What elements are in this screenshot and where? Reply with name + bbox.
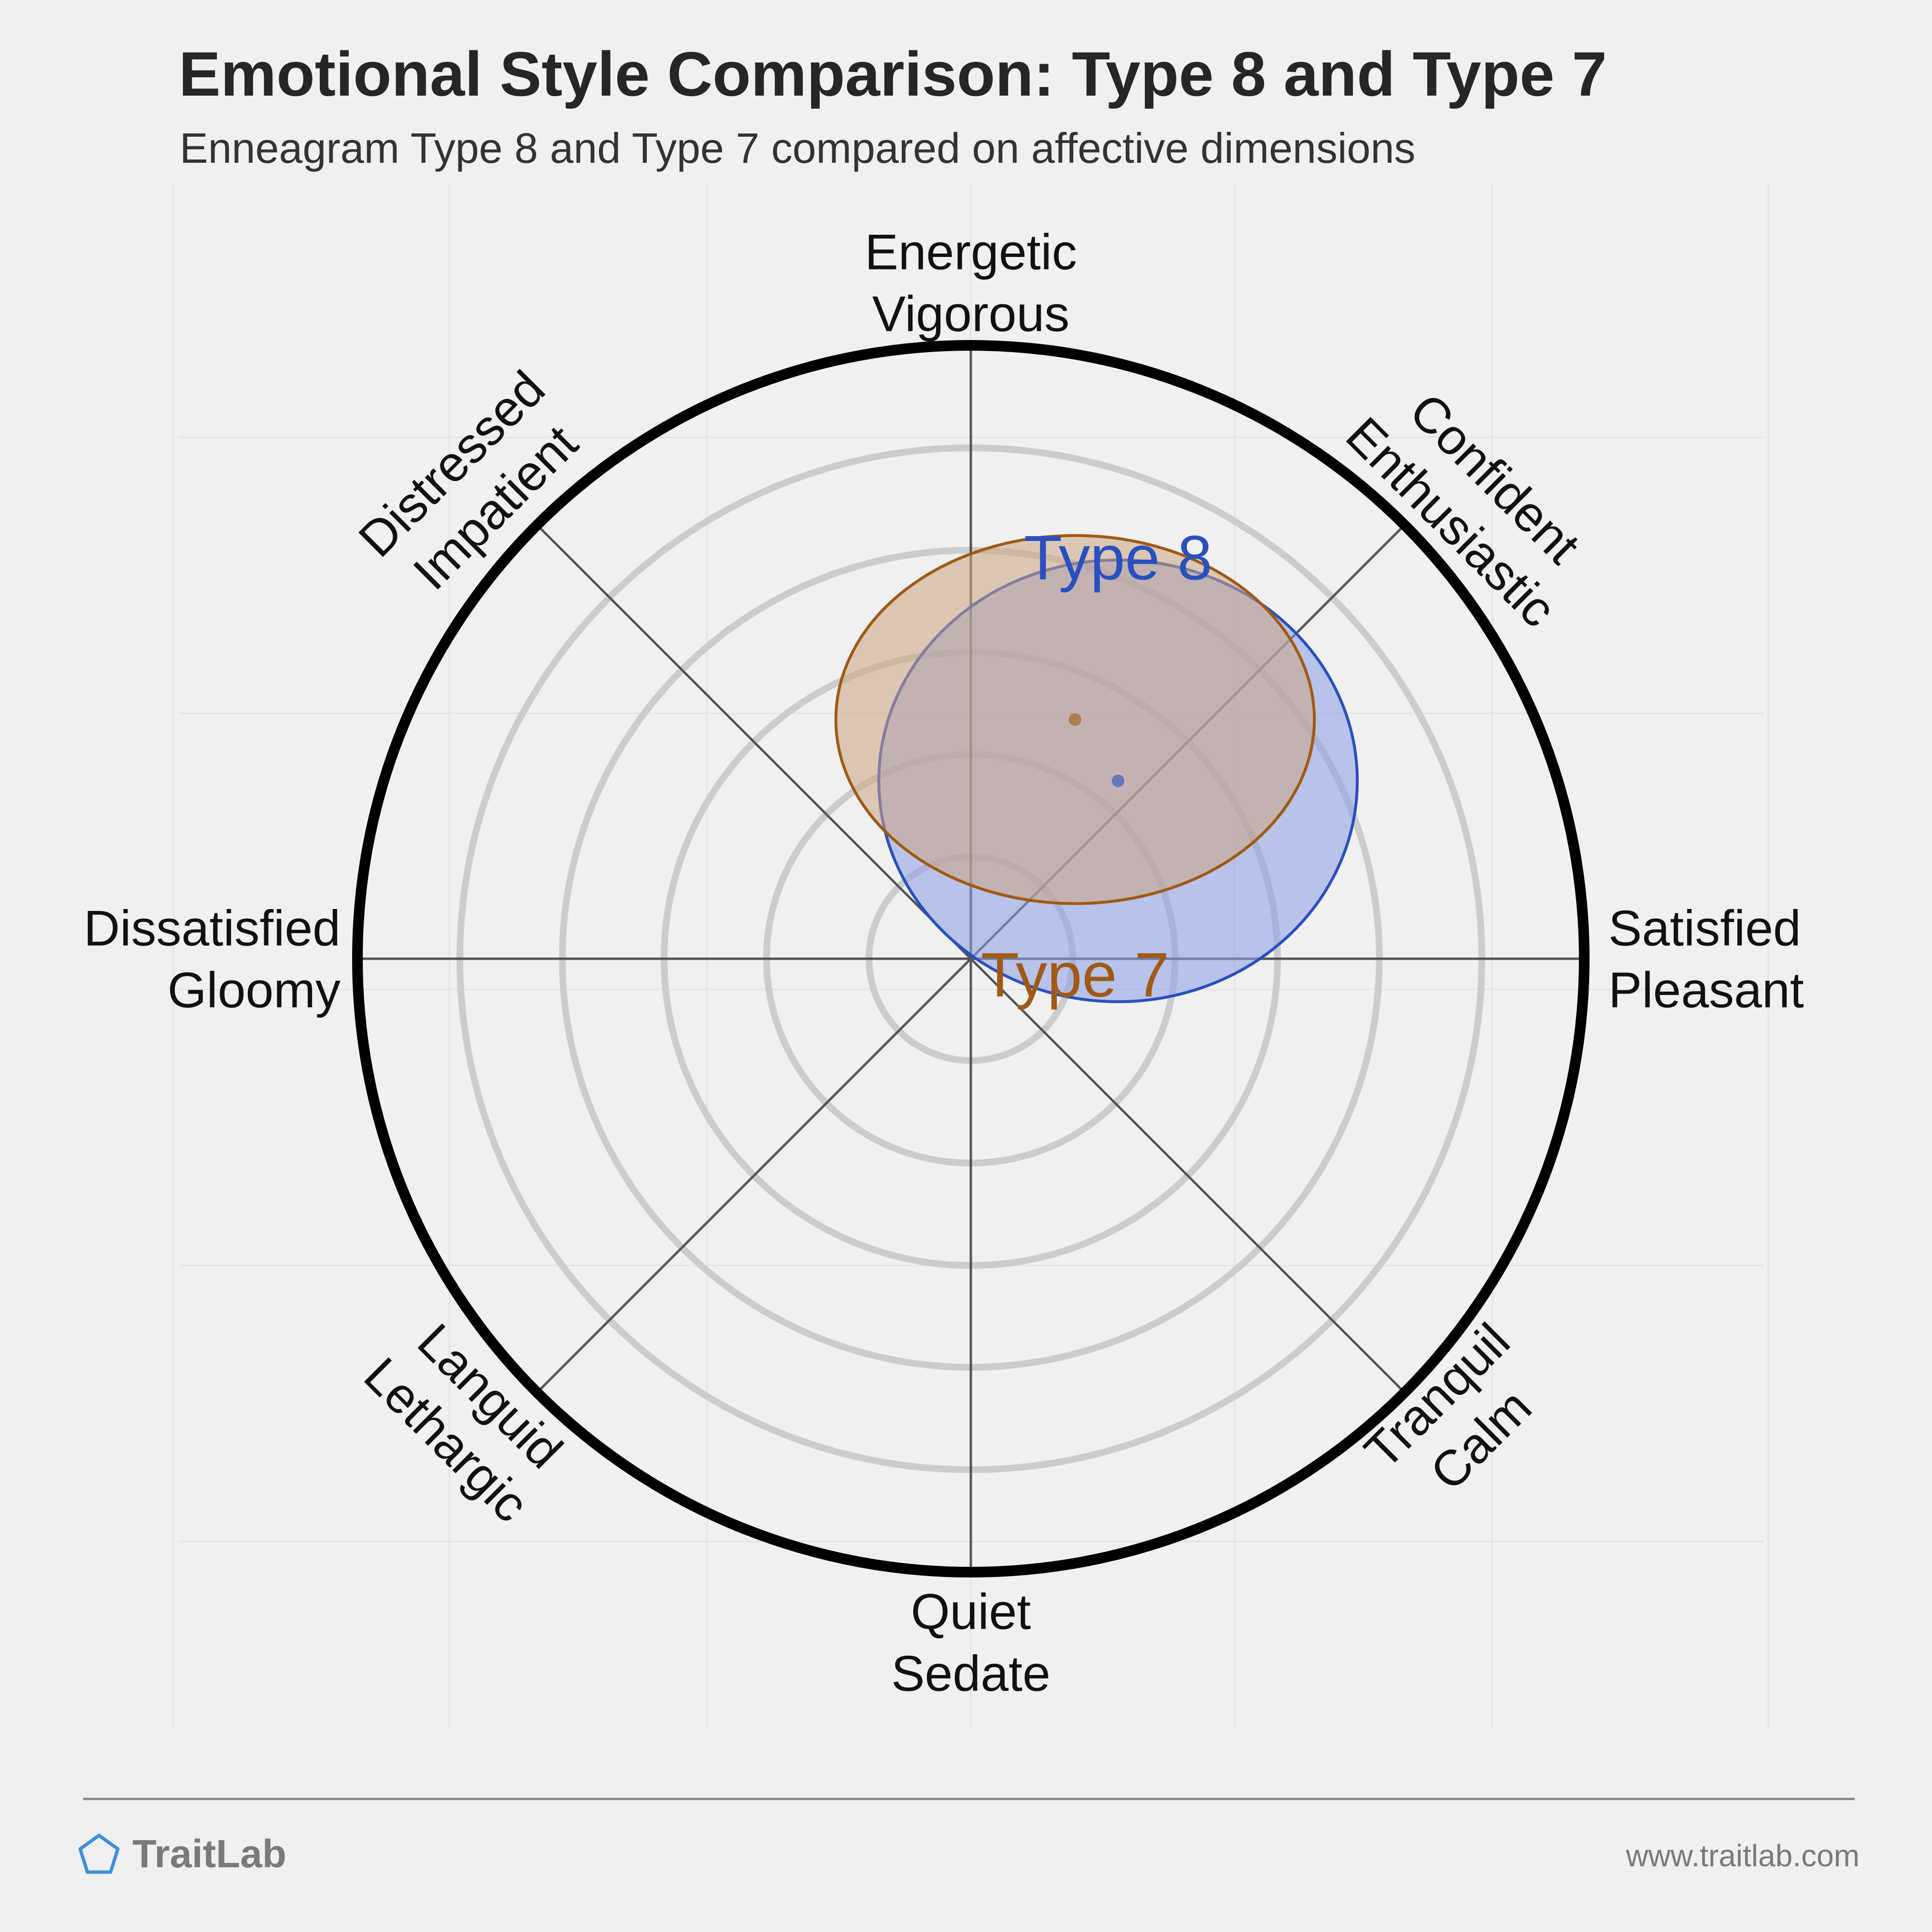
outer-ring	[352, 340, 1590, 1577]
brand-name: TraitLab	[132, 1832, 286, 1876]
pentagon-icon	[78, 1833, 120, 1874]
axis-label-bottom-line-1: Quiet	[911, 1584, 1031, 1640]
axis-label-top-line-1: Energetic	[865, 224, 1077, 280]
spoke-3	[536, 524, 1406, 1393]
axis-label-bottom-line-2: Sedate	[891, 1646, 1051, 1702]
chart-subtitle: Enneagram Type 8 and Type 7 compared on …	[180, 124, 1416, 172]
axis-label-bottom: Quiet Sedate	[891, 1584, 1051, 1702]
axis-label-right-line-1: Satisfied	[1608, 900, 1801, 956]
footer-divider	[83, 1798, 1855, 1800]
axis-label-left: Dissatisfied Gloomy	[84, 900, 341, 1018]
brand-logo: TraitLab	[77, 1832, 286, 1877]
chart-title: Emotional Style Comparison: Type 8 and T…	[179, 39, 1607, 109]
type-8-label: Type 8	[1024, 523, 1212, 593]
axis-label-right-line-2: Pleasant	[1608, 962, 1804, 1018]
axis-label-right: Satisfied Pleasant	[1608, 900, 1804, 1018]
type-7-label: Type 7	[981, 939, 1169, 1010]
type-8-center-point	[1111, 774, 1124, 787]
axis-label-top: Energetic Vigorous	[865, 224, 1077, 342]
type-7-center-point	[1068, 713, 1081, 726]
axis-label-left-line-1: Dissatisfied	[84, 900, 341, 956]
website-link[interactable]: www.traitlab.com	[1626, 1838, 1860, 1873]
axis-label-left-line-2: Gloomy	[168, 962, 341, 1018]
axis-label-top-line-2: Vigorous	[872, 286, 1070, 342]
